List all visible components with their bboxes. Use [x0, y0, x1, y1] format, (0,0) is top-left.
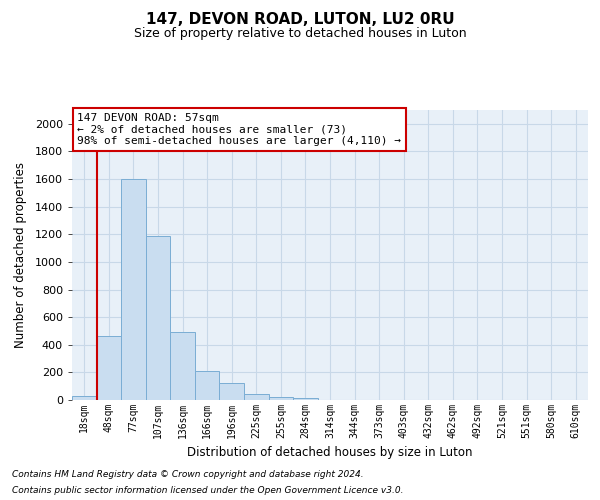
Text: Contains public sector information licensed under the Open Government Licence v3: Contains public sector information licen… — [12, 486, 404, 495]
Y-axis label: Number of detached properties: Number of detached properties — [14, 162, 26, 348]
Bar — [220, 382, 244, 400]
Bar — [244, 394, 269, 400]
Text: 147, DEVON ROAD, LUTON, LU2 0RU: 147, DEVON ROAD, LUTON, LU2 0RU — [146, 12, 454, 28]
Bar — [121, 179, 146, 400]
Bar — [146, 236, 170, 400]
Bar — [269, 396, 293, 400]
Bar — [195, 371, 220, 400]
Text: Size of property relative to detached houses in Luton: Size of property relative to detached ho… — [134, 28, 466, 40]
Bar — [170, 332, 195, 400]
Bar — [293, 398, 318, 400]
Bar — [72, 396, 97, 400]
Text: Contains HM Land Registry data © Crown copyright and database right 2024.: Contains HM Land Registry data © Crown c… — [12, 470, 364, 479]
Text: 147 DEVON ROAD: 57sqm
← 2% of detached houses are smaller (73)
98% of semi-detac: 147 DEVON ROAD: 57sqm ← 2% of detached h… — [77, 113, 401, 146]
Bar — [97, 336, 121, 400]
X-axis label: Distribution of detached houses by size in Luton: Distribution of detached houses by size … — [187, 446, 473, 460]
